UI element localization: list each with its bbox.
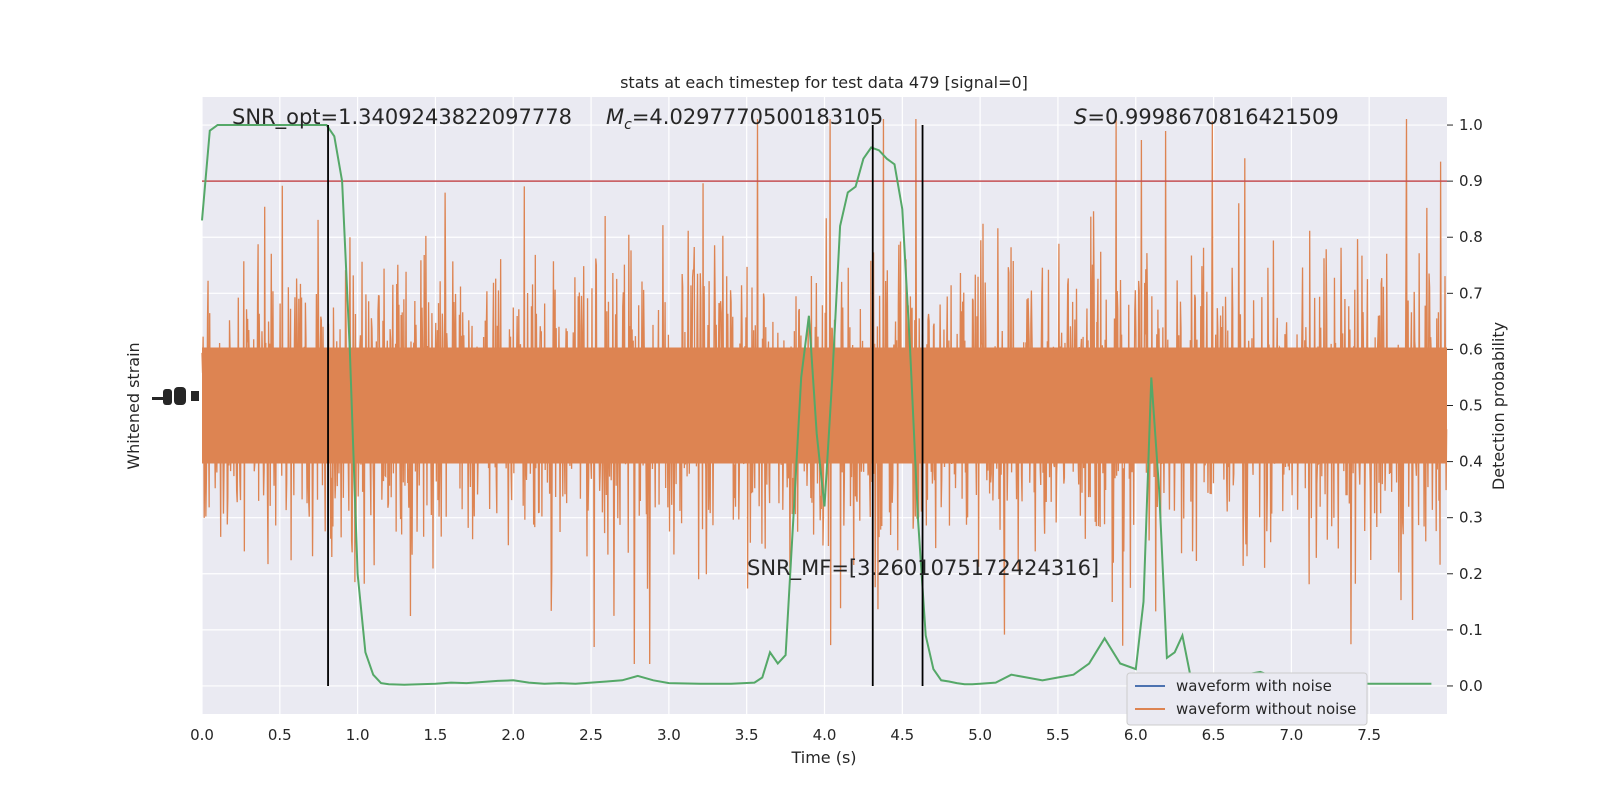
right-axis-label: Detection probability [1489, 322, 1508, 490]
x-tick-label: 6.0 [1124, 726, 1148, 744]
x-tick-label: 1.5 [424, 726, 448, 744]
legend: waveform with noise waveform without noi… [1126, 672, 1368, 726]
x-tick-label: 2.0 [501, 726, 525, 744]
x-tick-label: 7.0 [1279, 726, 1303, 744]
right-tick-label: 0.7 [1459, 284, 1483, 302]
left-axis-label: Whitened strain [124, 342, 143, 469]
right-tick-label: 0.8 [1459, 228, 1483, 246]
x-tick-label: 0.0 [190, 726, 214, 744]
x-tick-label: 5.0 [968, 726, 992, 744]
x-tick-label: 3.5 [735, 726, 759, 744]
x-tick-label: 3.0 [657, 726, 681, 744]
right-tick-label: 0.3 [1459, 509, 1483, 527]
x-tick-label: 7.5 [1357, 726, 1381, 744]
right-axis-ticks: 0.0 0.1 0.2 0.3 0.4 0.5 0.6 0.7 0.8 0.9 1.0 [1447, 116, 1483, 695]
snr-mf-annotation: SNR_MF=[3.2601075172424316] [747, 556, 1099, 581]
left-axis-artifact [152, 387, 199, 405]
right-tick-label: 0.5 [1459, 397, 1483, 415]
legend-label-without-noise: waveform without noise [1176, 700, 1356, 718]
right-tick-label: 0.0 [1459, 677, 1483, 695]
right-tick-label: 0.2 [1459, 565, 1483, 583]
right-tick-label: 1.0 [1459, 116, 1483, 134]
x-axis-label: Time (s) [790, 748, 856, 767]
waveform-without-noise-trace [201, 118, 1448, 665]
noise-core [202, 347, 1447, 464]
x-tick-label: 1.0 [346, 726, 370, 744]
x-tick-label: 4.5 [890, 726, 914, 744]
vertical-markers [327, 125, 924, 686]
right-tick-label: 0.6 [1459, 340, 1483, 358]
x-tick-label: 2.5 [579, 726, 603, 744]
snr-opt-annotation: SNR_opt=1.3409243822097778 [232, 105, 572, 130]
x-tick-label: 6.5 [1202, 726, 1226, 744]
right-tick-label: 0.4 [1459, 453, 1483, 471]
legend-box [1126, 672, 1368, 726]
right-tick-label: 0.9 [1459, 172, 1483, 190]
x-axis-ticks: 0.0 0.5 1.0 1.5 2.0 2.5 3.0 3.5 4.0 4.5 5.0 5.5 6.0 6… [190, 726, 1381, 744]
chart-title: stats at each timestep for test data 479… [620, 73, 1028, 92]
chirp-mass-annotation: Mc=4.0297770500183105 [606, 105, 883, 133]
x-tick-label: 4.0 [813, 726, 837, 744]
right-tick-label: 0.1 [1459, 621, 1483, 639]
x-tick-label: 0.5 [268, 726, 292, 744]
score-annotation: S=0.9998670816421509 [1074, 105, 1339, 129]
legend-label-with-noise: waveform with noise [1176, 677, 1332, 695]
x-tick-label: 5.5 [1046, 726, 1070, 744]
